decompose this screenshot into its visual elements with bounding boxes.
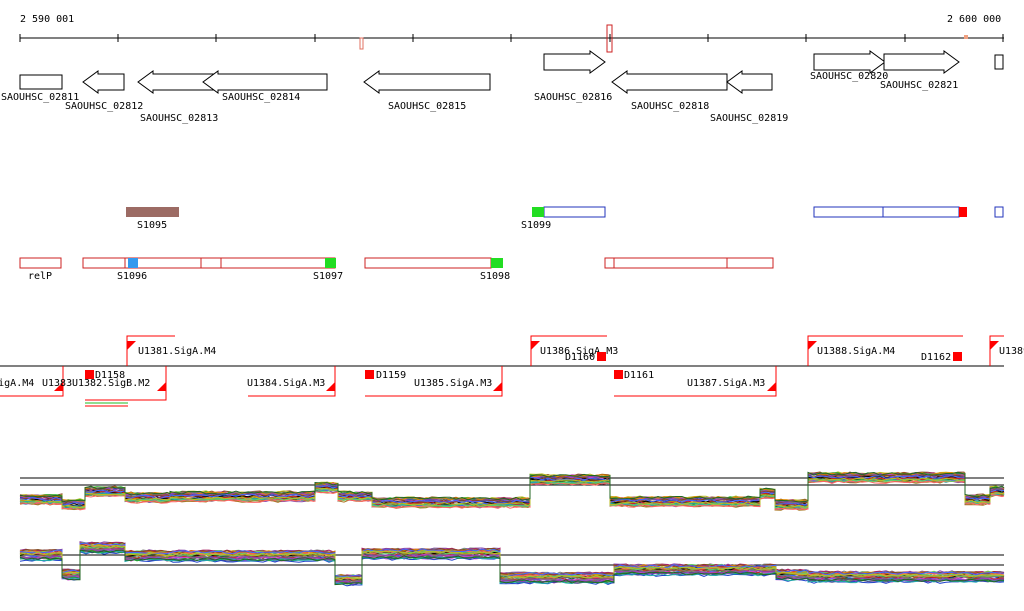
gene-track xyxy=(19,50,1004,94)
gene-label[interactable]: SAOUHSC_02815 xyxy=(388,101,466,112)
gene-arrow[interactable] xyxy=(883,50,960,74)
segment-block[interactable] xyxy=(128,258,138,268)
ruler-marker[interactable] xyxy=(964,35,968,39)
terminator-block[interactable] xyxy=(85,370,94,379)
operon-box[interactable] xyxy=(124,257,336,269)
terminator-block[interactable] xyxy=(614,370,623,379)
terminator-label[interactable]: D1159 xyxy=(376,370,406,381)
promoter-label[interactable]: U1381.SigA.M4 xyxy=(138,346,216,357)
promoter-label[interactable]: U1386.SigA.M3 xyxy=(540,346,618,357)
terminator-block[interactable] xyxy=(597,352,606,361)
segment-label[interactable]: S1099 xyxy=(521,220,551,231)
gene-label[interactable]: SAOUHSC_02813 xyxy=(140,113,218,124)
terminator-block[interactable] xyxy=(953,352,962,361)
segment-track: S1095 S1099 relP S1096 S1097 S1098 xyxy=(19,206,1004,282)
gene-arrow[interactable] xyxy=(813,50,886,74)
segment-label[interactable]: S1098 xyxy=(480,271,510,282)
promoter-label[interactable]: U1385.SigA.M3 xyxy=(414,378,492,389)
terminator-block[interactable] xyxy=(365,370,374,379)
ruler-marker[interactable] xyxy=(359,37,364,50)
segment-label[interactable]: S1095 xyxy=(137,220,167,231)
gene-arrow[interactable] xyxy=(137,70,223,94)
gene-arrow[interactable] xyxy=(363,70,491,94)
terminator-label[interactable]: D1160 xyxy=(565,352,595,363)
gene-arrow[interactable] xyxy=(543,50,606,74)
expression-trace xyxy=(19,480,1005,511)
transcript-box[interactable] xyxy=(543,206,606,218)
terminator-label[interactable]: D1162 xyxy=(921,352,951,363)
promoter-label[interactable]: U1383 xyxy=(42,378,72,389)
ruler-marker[interactable] xyxy=(606,24,613,53)
segment-label[interactable]: S1096 xyxy=(117,271,147,282)
segment-block[interactable] xyxy=(532,207,544,217)
expression-trace xyxy=(19,478,1005,509)
coordinate-ruler: 2 590 001 2 600 000 xyxy=(19,14,1004,53)
gene-label[interactable]: SAOUHSC_02811 xyxy=(1,92,79,103)
expression-panel-top xyxy=(19,471,1005,511)
expression-traces xyxy=(19,471,1005,511)
promoter-label[interactable]: U1384.SigA.M3 xyxy=(247,378,325,389)
gene-labels: SAOUHSC_02811 SAOUHSC_02812 SAOUHSC_0281… xyxy=(1,71,958,124)
segment-block[interactable] xyxy=(325,258,336,268)
promoter-label[interactable]: U1387.SigA.M3 xyxy=(687,378,765,389)
expression-trace xyxy=(19,549,1005,586)
gene-label[interactable]: SAOUHSC_02814 xyxy=(222,92,300,103)
ruler-end-label: 2 600 000 xyxy=(947,14,1001,25)
gene-label[interactable]: SAOUHSC_02821 xyxy=(880,80,958,91)
operon-box[interactable] xyxy=(82,257,126,269)
transcript-box[interactable] xyxy=(994,206,1004,218)
operon-box[interactable] xyxy=(604,257,774,269)
gene-arrow[interactable] xyxy=(82,70,125,94)
terminator-label[interactable]: D1161 xyxy=(624,370,654,381)
ruler-start-label: 2 590 001 xyxy=(20,14,74,25)
gene-arrow[interactable] xyxy=(611,70,728,94)
promoter-label[interactable]: U1380.SigA.M4 xyxy=(0,378,34,389)
gene-arrow[interactable] xyxy=(19,74,63,90)
expression-traces xyxy=(19,541,1005,587)
promoter-label[interactable]: U1389 xyxy=(999,346,1024,357)
gene-arrow[interactable] xyxy=(726,70,773,94)
gene-label[interactable]: SAOUHSC_02818 xyxy=(631,101,709,112)
expression-trace xyxy=(19,477,1005,509)
expression-trace xyxy=(19,474,1005,506)
segment-block[interactable] xyxy=(491,258,503,268)
gene-arrow[interactable] xyxy=(202,70,328,94)
promoter-terminator-track: U1381.SigA.M4 U1386.SigA.M3 U1388.SigA.M… xyxy=(0,335,1024,407)
segment-block[interactable] xyxy=(126,207,179,217)
promoter-label[interactable]: U1382.SigB.M2 xyxy=(72,378,150,389)
gene-label[interactable]: SAOUHSC_02816 xyxy=(534,92,612,103)
expression-trace xyxy=(19,471,1005,503)
gene-arrow[interactable] xyxy=(994,54,1004,70)
operon-box[interactable] xyxy=(19,257,62,269)
segment-label[interactable]: S1097 xyxy=(313,271,343,282)
terminator-block[interactable] xyxy=(959,207,967,217)
transcript-box[interactable] xyxy=(813,206,960,218)
gene-label[interactable]: SAOUHSC_02812 xyxy=(65,101,143,112)
terminator-label[interactable]: D1158 xyxy=(95,370,125,381)
promoter-label[interactable]: U1388.SigA.M4 xyxy=(817,346,895,357)
operon-box[interactable] xyxy=(364,257,492,269)
gene-label[interactable]: SAOUHSC_02819 xyxy=(710,113,788,124)
expression-panel-bottom xyxy=(19,541,1005,587)
expression-trace xyxy=(19,475,1005,506)
operon-label[interactable]: relP xyxy=(28,271,52,282)
gene-label[interactable]: SAOUHSC_02820 xyxy=(810,71,888,82)
